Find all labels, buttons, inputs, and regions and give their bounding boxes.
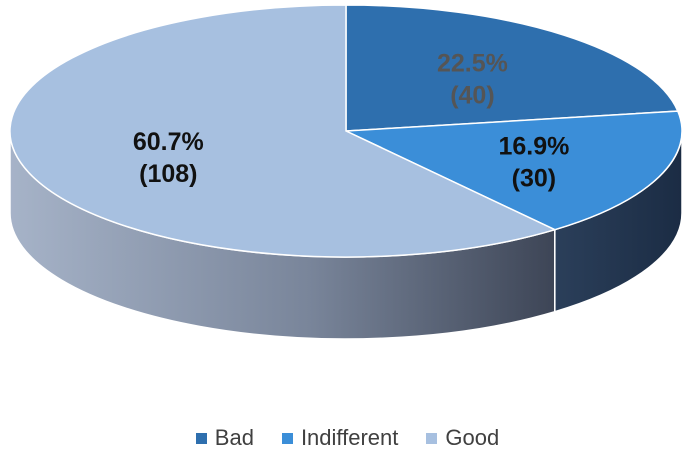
legend-label-indifferent: Indifferent — [300, 425, 399, 450]
data-label-percent-bad: 22.5% — [437, 49, 508, 77]
data-label-count-good: (108) — [139, 160, 197, 188]
legend-item-indifferent: Indifferent — [281, 425, 399, 451]
data-label-count-indifferent: (30) — [512, 164, 556, 192]
legend-label-good: Good — [445, 425, 500, 450]
data-label-count-bad: (40) — [450, 81, 494, 109]
legend-swatch-bad — [195, 432, 207, 444]
legend-item-bad: Bad — [195, 425, 254, 451]
legend-swatch-good — [426, 432, 438, 444]
legend-label-bad: Bad — [214, 425, 254, 450]
pie-slice-good — [9, 4, 557, 258]
legend-swatch-indifferent — [281, 432, 293, 444]
data-label-percent-indifferent: 16.9% — [498, 132, 569, 160]
data-label-percent-good: 60.7% — [133, 128, 204, 156]
legend: Bad Indifferent Good — [0, 425, 695, 451]
pie-slice-indifferent — [345, 110, 683, 231]
legend-item-good: Good — [426, 425, 499, 451]
pie-slice-bad — [345, 4, 679, 132]
